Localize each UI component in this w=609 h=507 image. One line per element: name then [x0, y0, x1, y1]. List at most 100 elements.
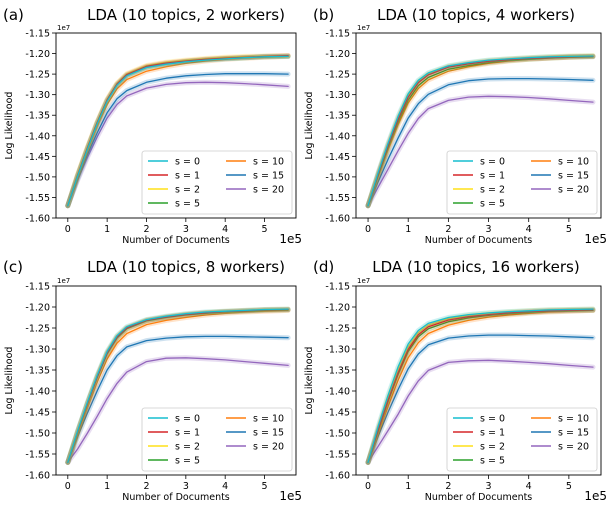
x-tick-label: 2 [143, 481, 149, 492]
y-tick-label: -1.55 [325, 193, 350, 204]
panel-label: (d) [313, 258, 334, 276]
y-tick-label: -1.45 [325, 408, 350, 419]
legend-box [446, 407, 598, 472]
y-tick-label: -1.35 [325, 366, 350, 377]
x-tick-label: 0 [65, 481, 71, 492]
x-offset-text: 1e5 [279, 489, 302, 503]
x-axis-label: Number of Documents [425, 235, 533, 246]
panel-label: (c) [3, 258, 23, 276]
y-axis-label: Log Likelihood [4, 92, 15, 160]
x-tick-label: 0 [365, 224, 371, 235]
y-tick-label: -1.35 [325, 111, 350, 122]
x-tick-label: 2 [445, 224, 451, 235]
panel-label: (b) [313, 6, 334, 24]
x-tick-label: 0 [65, 224, 71, 235]
x-tick-label: 3 [183, 224, 189, 235]
legend: s = 0 s = 1 s = 2 s = 5 s = 10 s = 15 s = 20 [141, 150, 293, 215]
legend-box [141, 150, 293, 215]
panel-label: (a) [3, 6, 24, 24]
legend-label: s = 10 [253, 414, 284, 425]
y-tick-label: -1.25 [325, 324, 350, 335]
x-tick-label: 1 [104, 224, 110, 235]
series-line [67, 308, 289, 464]
chart-panel-4: (d) LDA (10 topics, 16 workers)1e7 -1.60 -1… [304, 258, 607, 503]
legend-label: s = 15 [558, 428, 589, 439]
x-tick-label: 5 [566, 481, 572, 492]
y-axis-label: Log Likelihood [4, 347, 15, 415]
y-tick-label: -1.55 [25, 450, 50, 461]
x-tick-label: 5 [262, 481, 268, 492]
axes-frame [355, 32, 602, 219]
x-tick-label: 4 [222, 481, 228, 492]
series-line [67, 55, 289, 207]
x-tick-label: 2 [143, 224, 149, 235]
y-tick-label: -1.40 [25, 131, 50, 142]
series-line [67, 73, 289, 207]
chart-title: LDA (10 topics, 2 workers) [87, 6, 285, 24]
legend-label: s = 0 [175, 414, 200, 425]
legend-label: s = 15 [253, 428, 284, 439]
y-tick-label: -1.45 [25, 152, 50, 163]
y-tick-label: -1.50 [325, 172, 350, 183]
x-offset-text: 1e5 [584, 232, 607, 246]
y-tick-label: -1.20 [325, 49, 350, 60]
legend-label: s = 10 [253, 157, 284, 168]
legend-label: s = 1 [175, 171, 200, 182]
y-tick-label: -1.55 [25, 193, 50, 204]
legend-label: s = 2 [480, 442, 505, 453]
legend-box [446, 150, 598, 215]
x-tick-label: 4 [526, 224, 532, 235]
x-axis-label: Number of Documents [122, 235, 230, 246]
x-tick-label: 1 [405, 224, 411, 235]
y-tick-label: -1.50 [25, 429, 50, 440]
plot-area [365, 306, 596, 465]
x-axis-label: Number of Documents [122, 492, 230, 503]
legend-label: s = 2 [175, 442, 200, 453]
y-tick-label: -1.60 [325, 214, 350, 225]
series-line [367, 309, 594, 464]
y-tick-label: -1.30 [25, 90, 50, 101]
axes-frame [55, 285, 297, 476]
series-line [367, 308, 594, 464]
y-tick-label: -1.60 [25, 471, 50, 482]
legend-label: s = 5 [175, 456, 200, 467]
y-tick-label: -1.45 [325, 152, 350, 163]
legend-label: s = 5 [175, 199, 200, 210]
legend-label: s = 5 [480, 199, 505, 210]
series-line [367, 334, 594, 464]
legend-label: s = 20 [253, 442, 284, 453]
x-axis-label: Number of Documents [425, 492, 533, 503]
legend-label: s = 2 [175, 185, 200, 196]
y-tick-label: -1.25 [25, 324, 50, 335]
series-line [367, 309, 594, 464]
y-tick-label: -1.25 [25, 70, 50, 81]
x-offset-text: 1e5 [584, 489, 607, 503]
legend-label: s = 20 [558, 185, 589, 196]
series-line [67, 357, 289, 464]
y-tick-label: -1.60 [25, 214, 50, 225]
y-tick-label: -1.30 [325, 90, 350, 101]
chart-title: LDA (10 topics, 8 workers) [87, 258, 285, 276]
y-tick-label: -1.40 [325, 131, 350, 142]
y-tick-label: -1.20 [325, 303, 350, 314]
y-tick-label: -1.20 [25, 49, 50, 60]
legend-label: s = 15 [253, 171, 284, 182]
legend-label: s = 1 [480, 428, 505, 439]
legend-label: s = 10 [558, 414, 589, 425]
legend-label: s = 20 [558, 442, 589, 453]
chart-title: LDA (10 topics, 16 workers) [372, 258, 579, 276]
x-tick-label: 1 [405, 481, 411, 492]
y-offset-text: 1e7 [57, 24, 70, 32]
x-tick-label: 4 [222, 224, 228, 235]
legend-label: s = 2 [480, 185, 505, 196]
y-tick-label: -1.50 [325, 429, 350, 440]
y-tick-label: -1.35 [25, 111, 50, 122]
y-axis-label: Log Likelihood [304, 92, 315, 160]
plot-area [65, 306, 291, 465]
legend: s = 0 s = 1 s = 2 s = 5 s = 10 s = 15 s = 20 [446, 150, 598, 215]
series-line [367, 77, 594, 207]
x-tick-label: 1 [104, 481, 110, 492]
legend-label: s = 0 [480, 414, 505, 425]
series-line [67, 335, 289, 464]
